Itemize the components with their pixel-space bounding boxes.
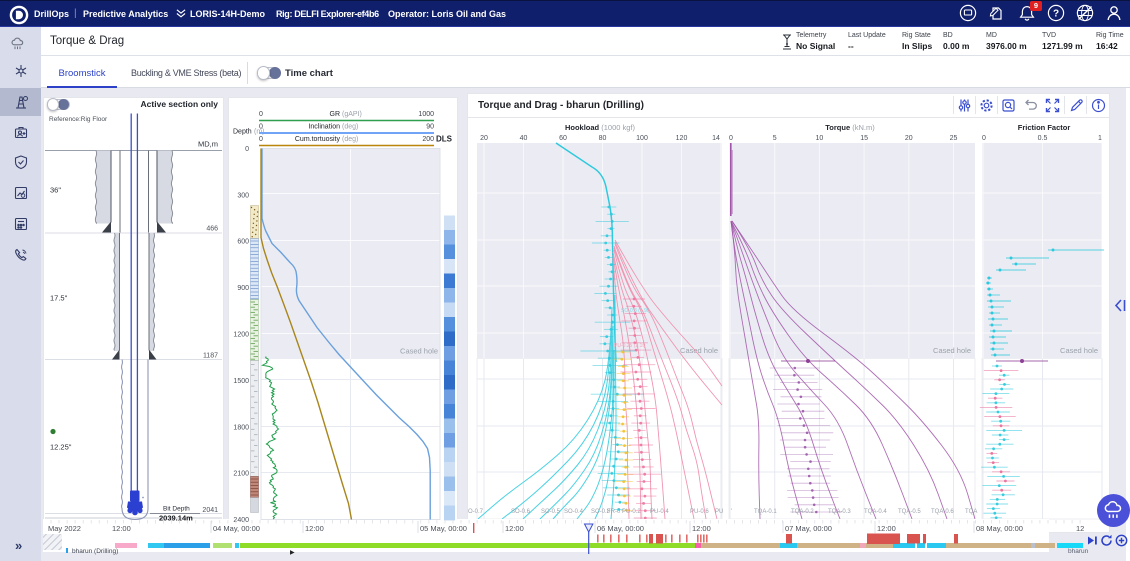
svg-text:15: 15 — [860, 135, 868, 142]
svg-text:PU-0.4: PU-0.4 — [650, 509, 669, 515]
svg-text:900: 900 — [237, 285, 249, 292]
svg-text:1800: 1800 — [233, 424, 249, 431]
svg-text:TQA-0.4: TQA-0.4 — [864, 509, 887, 515]
svg-text:SO-0.3 (1.9t): SO-0.3 (1.9t) — [621, 308, 650, 314]
svg-text:GR: GR — [330, 111, 341, 118]
svg-text:SO-0.5: SO-0.5 — [541, 509, 561, 515]
svg-text:TQA-0.3: TQA-0.3 — [828, 509, 851, 515]
svg-text:40: 40 — [520, 135, 528, 142]
svg-text:Friction Factor: Friction Factor — [1018, 123, 1071, 132]
svg-text:TQA: TQA — [965, 509, 977, 515]
svg-text:SO-0.3: SO-0.3 — [591, 509, 611, 515]
svg-text:SO-0.6: SO-0.6 — [511, 509, 531, 515]
svg-text:120: 120 — [676, 135, 688, 142]
svg-text:Hookload (1000 kgf): Hookload (1000 kgf) — [565, 123, 636, 132]
svg-text:1000: 1000 — [418, 111, 434, 118]
svg-text:100: 100 — [636, 135, 648, 142]
svg-text:TQA-0.1: TQA-0.1 — [754, 509, 777, 515]
svg-text:36": 36" — [50, 185, 61, 194]
svg-text:08 May, 00:00: 08 May, 00:00 — [976, 524, 1023, 533]
svg-text:?: ? — [1053, 9, 1059, 20]
svg-text:2400: 2400 — [233, 517, 249, 524]
svg-text:Inclination: Inclination — [308, 123, 340, 130]
svg-text:bharun (Drilling): bharun (Drilling) — [72, 548, 118, 555]
svg-text:2100: 2100 — [233, 470, 249, 477]
svg-text:TQA-0.5: TQA-0.5 — [898, 509, 921, 515]
svg-text:5: 5 — [773, 135, 777, 142]
svg-text:Cased hole: Cased hole — [1060, 346, 1098, 355]
svg-text:60: 60 — [559, 135, 567, 142]
svg-text:80: 80 — [599, 135, 607, 142]
svg-text:0: 0 — [259, 111, 263, 118]
svg-text:Cased hole: Cased hole — [933, 346, 971, 355]
svg-text:': ' — [731, 509, 732, 515]
svg-text:Depth: Depth — [233, 128, 252, 135]
svg-text:Torque (kN.m): Torque (kN.m) — [825, 123, 875, 132]
svg-text:300: 300 — [237, 192, 249, 199]
svg-text:12:00: 12:00 — [692, 524, 711, 533]
svg-text:MD,m: MD,m — [198, 139, 218, 148]
svg-text:Cum.tortuosity: Cum.tortuosity — [295, 136, 341, 143]
svg-text:1187: 1187 — [203, 352, 218, 359]
svg-text:(gAPI): (gAPI) — [342, 111, 362, 118]
svg-text:bharun: bharun — [1068, 548, 1089, 555]
svg-text:TQA-0.6: TQA-0.6 — [931, 509, 954, 515]
svg-text:04 May, 00:00: 04 May, 00:00 — [213, 524, 260, 533]
svg-text:PU: PU — [715, 509, 723, 515]
svg-text:(deg): (deg) — [342, 123, 358, 130]
svg-text:0: 0 — [259, 123, 263, 130]
svg-text:1200: 1200 — [233, 331, 249, 338]
svg-text:12.25": 12.25" — [50, 442, 72, 451]
svg-text:(m): (m) — [254, 128, 265, 135]
svg-text:FR-0: FR-0 — [607, 509, 621, 515]
svg-text:12:00: 12:00 — [505, 524, 524, 533]
svg-text:1500: 1500 — [233, 377, 249, 384]
svg-text:PU-0.2: PU-0.2 — [622, 509, 641, 515]
svg-text:0: 0 — [729, 135, 733, 142]
svg-text:12:00: 12:00 — [112, 524, 131, 533]
svg-text:Cased hole: Cased hole — [680, 346, 718, 355]
svg-text:1: 1 — [1098, 135, 1102, 142]
svg-text:07 May, 00:00: 07 May, 00:00 — [785, 524, 832, 533]
svg-text:(deg): (deg) — [342, 136, 358, 143]
svg-text:2039.14m: 2039.14m — [159, 513, 193, 522]
svg-text:May 2022: May 2022 — [48, 524, 81, 533]
svg-text:25: 25 — [950, 135, 958, 142]
svg-text:SO-0.4: SO-0.4 — [564, 509, 584, 515]
svg-text:0: 0 — [982, 135, 986, 142]
svg-text:466: 466 — [206, 225, 218, 232]
svg-text:PU-0.6: PU-0.6 — [690, 509, 709, 515]
svg-text:20: 20 — [905, 135, 913, 142]
svg-text:0.5: 0.5 — [1038, 135, 1048, 142]
svg-text:DLS: DLS — [436, 134, 453, 143]
svg-text:Cased hole: Cased hole — [400, 346, 438, 355]
svg-text:12: 12 — [1076, 524, 1084, 533]
svg-text:0: 0 — [245, 146, 249, 153]
svg-text:Bit Depth: Bit Depth — [163, 505, 190, 512]
svg-text:600: 600 — [237, 238, 249, 245]
svg-text:20: 20 — [480, 135, 488, 142]
svg-text:17.5": 17.5" — [50, 293, 68, 302]
svg-text:PU-0.25 (2.1t): PU-0.25 (2.1t) — [614, 343, 646, 349]
svg-text:12:00: 12:00 — [877, 524, 896, 533]
svg-text:90: 90 — [426, 123, 434, 130]
svg-text:05 May, 00:00: 05 May, 00:00 — [420, 524, 467, 533]
svg-text:06 May, 00:00: 06 May, 00:00 — [597, 524, 644, 533]
svg-text:12:00: 12:00 — [305, 524, 324, 533]
svg-text:14: 14 — [712, 135, 720, 142]
svg-text:0: 0 — [259, 136, 263, 143]
svg-text:TQA-0.2: TQA-0.2 — [791, 509, 814, 515]
svg-text:▶: ▶ — [290, 550, 295, 556]
svg-text:10: 10 — [816, 135, 824, 142]
svg-text:O-0.7: O-0.7 — [468, 509, 484, 515]
svg-text:2041: 2041 — [202, 507, 218, 514]
svg-text:200: 200 — [422, 136, 434, 143]
